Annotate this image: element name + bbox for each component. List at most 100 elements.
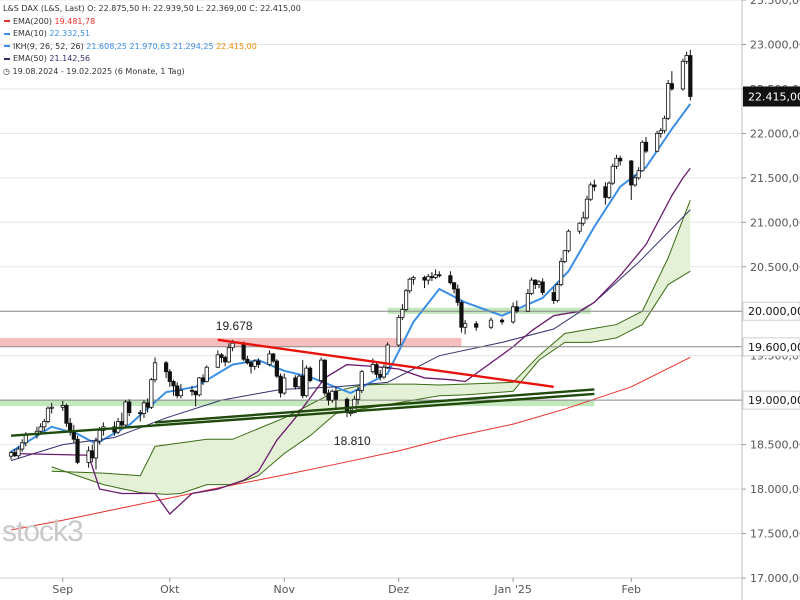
candle-body <box>319 359 324 381</box>
y-tick-label: 21.000,00 <box>750 216 800 229</box>
candle-body <box>193 390 198 396</box>
candle-body <box>333 390 339 400</box>
y-tick-label: 20.500,00 <box>750 261 800 274</box>
candle-body <box>326 392 331 401</box>
candle-body <box>38 426 43 432</box>
candle-body <box>437 274 442 277</box>
y-tick-label: 17.000,00 <box>750 572 800 585</box>
candle-body <box>167 371 172 382</box>
candle-body <box>149 379 154 408</box>
candle-body <box>643 141 649 152</box>
cloud-span-a <box>51 199 691 477</box>
candle-body <box>127 401 132 414</box>
y-tick-label: 23.000,00 <box>750 38 800 51</box>
y-tick-label: 18.000,00 <box>750 483 800 496</box>
candle-body <box>525 293 530 312</box>
legend-ema10[interactable]: EMA(10) 22.332,51 <box>3 28 301 41</box>
candle-body <box>90 450 95 459</box>
ema10-value: 22.332,51 <box>49 29 91 39</box>
legend-ema200[interactable]: EMA(200) 19.481,78 <box>3 16 301 29</box>
candle-body <box>422 277 427 281</box>
y-tick-label: 21.500,00 <box>750 172 800 185</box>
last-price-box <box>743 86 800 107</box>
candle-body <box>296 375 302 388</box>
x-tick-label: Sep <box>52 583 73 596</box>
candle-body <box>499 319 505 323</box>
candle-body <box>407 278 412 292</box>
candle-body <box>581 217 586 224</box>
candle-body <box>300 375 305 397</box>
candle-body <box>71 431 76 440</box>
clock-icon: ◷ <box>3 66 10 76</box>
candle-body <box>374 364 379 375</box>
y-tick-label: 22.000,00 <box>750 127 800 140</box>
candle-body <box>330 390 335 401</box>
support-zone <box>0 400 595 407</box>
candle-body <box>145 402 150 408</box>
candle-body <box>189 389 195 392</box>
candle-body <box>274 360 279 377</box>
candle-body <box>86 450 91 463</box>
date-range: 19.08.2024 - 19.02.2025 <box>12 66 113 76</box>
candle-body <box>8 452 14 457</box>
candle-body <box>271 353 276 362</box>
y-tick-label: 17.500,00 <box>750 528 800 541</box>
last-price-label: 22.415,00 <box>748 90 800 103</box>
candle-body <box>688 55 693 97</box>
candle-body <box>536 281 542 285</box>
candle-body <box>577 222 582 232</box>
ikh-label: IKH(9, 26, 52, 26) <box>13 41 84 51</box>
candle-body <box>204 366 209 382</box>
ema50-marker <box>4 57 10 60</box>
candle-body <box>632 177 638 186</box>
candle-body <box>245 358 250 364</box>
candle-body <box>385 344 390 368</box>
trendlines <box>10 338 595 437</box>
candle-body <box>16 448 21 457</box>
x-tick-label: Nov <box>274 583 296 596</box>
candle-body <box>614 157 619 167</box>
candle-body <box>12 452 17 457</box>
price-labels: 20.000,00 19.600,00 19.000,00 22.415,00 <box>742 86 800 410</box>
candle-body <box>455 288 460 303</box>
legend-ikh[interactable]: IKH(9, 26, 52, 26) 21.608,25 21.970,63 2… <box>3 41 301 54</box>
series-ema-200- <box>10 356 691 531</box>
candle-body <box>171 381 176 387</box>
candle-body <box>141 402 147 414</box>
chart-legend: L&S DAX (L&S, Last) O: 22.875,50 H: 22.9… <box>3 3 301 79</box>
candle-body <box>226 347 231 363</box>
trendline-resistance <box>217 338 554 389</box>
candle-body <box>322 359 327 394</box>
candle-body <box>459 301 464 328</box>
candle-body <box>293 377 298 388</box>
candle-body <box>248 362 254 367</box>
candle-body <box>348 412 353 415</box>
legend-ema50[interactable]: EMA(50) 21.142,56 <box>3 53 301 66</box>
indicator-lines <box>10 103 692 531</box>
candle-body <box>241 342 246 360</box>
candle-body <box>540 281 545 293</box>
candle-body <box>304 367 309 397</box>
candle-body <box>223 357 228 363</box>
level-box-label: 19.000,00 <box>748 394 800 407</box>
candle-body <box>654 132 660 152</box>
candle-body <box>618 157 623 162</box>
candle-body <box>684 55 689 62</box>
ema200-marker <box>4 20 10 23</box>
candle-body <box>252 360 257 367</box>
candle-body <box>175 385 180 397</box>
y-tick-label: 18.500,00 <box>750 439 800 452</box>
candle-body <box>426 276 431 281</box>
candle-body <box>610 165 615 184</box>
candle-body <box>45 407 51 422</box>
level-box-label: 19.600,00 <box>748 341 800 354</box>
candle-body <box>584 198 590 219</box>
candle-body <box>42 421 47 428</box>
candle-body <box>448 275 453 284</box>
ema50-value: 21.142,56 <box>49 54 91 64</box>
x-tick-label: Okt <box>160 583 180 596</box>
level-box <box>742 390 800 410</box>
candle-body <box>119 421 124 426</box>
